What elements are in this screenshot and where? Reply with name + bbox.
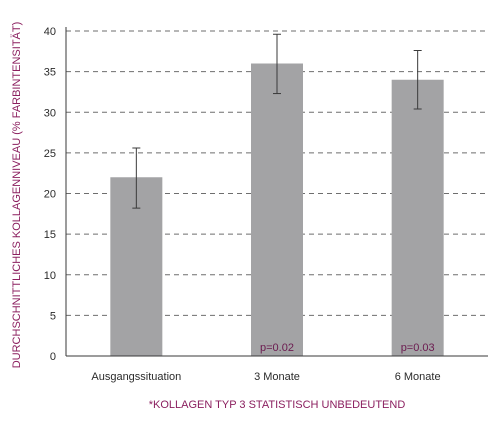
x-tick-labels: Ausgangssituation 3 Monate 6 Monate [91, 371, 440, 383]
bar-annotation: p=0.02 [260, 342, 294, 354]
bar-3 [391, 79, 444, 356]
y-tick-label: 20 [44, 189, 56, 201]
y-tick-labels: 0 5 10 15 20 25 30 35 40 [44, 26, 56, 363]
y-tick-label: 30 [44, 107, 56, 119]
x-tick-label: Ausgangssituation [91, 371, 181, 383]
axes [65, 27, 488, 357]
y-tick-label: 0 [50, 351, 56, 363]
x-tick-label: 3 Monate [254, 371, 300, 383]
y-axis-label: DURCHSCHNITTLICHES KOLLAGENNIVEAU (% FAR… [11, 22, 23, 369]
x-tick-label: 6 Monate [395, 371, 441, 383]
error-bars [132, 33, 422, 209]
y-tick-label: 25 [44, 148, 56, 160]
bars [110, 63, 444, 356]
bar-2 [251, 63, 303, 356]
y-tick-label: 5 [50, 310, 56, 322]
y-tick-label: 40 [44, 26, 56, 38]
footnote: *KOLLAGEN TYP 3 STATISTISCH UNBEDEUTEND [149, 399, 406, 411]
y-tick-label: 35 [44, 67, 56, 79]
bar-annotations: p=0.02 p=0.03 [260, 342, 435, 354]
y-tick-label: 15 [44, 229, 56, 241]
bar-annotation: p=0.03 [401, 342, 435, 354]
y-tick-label: 10 [44, 270, 56, 282]
